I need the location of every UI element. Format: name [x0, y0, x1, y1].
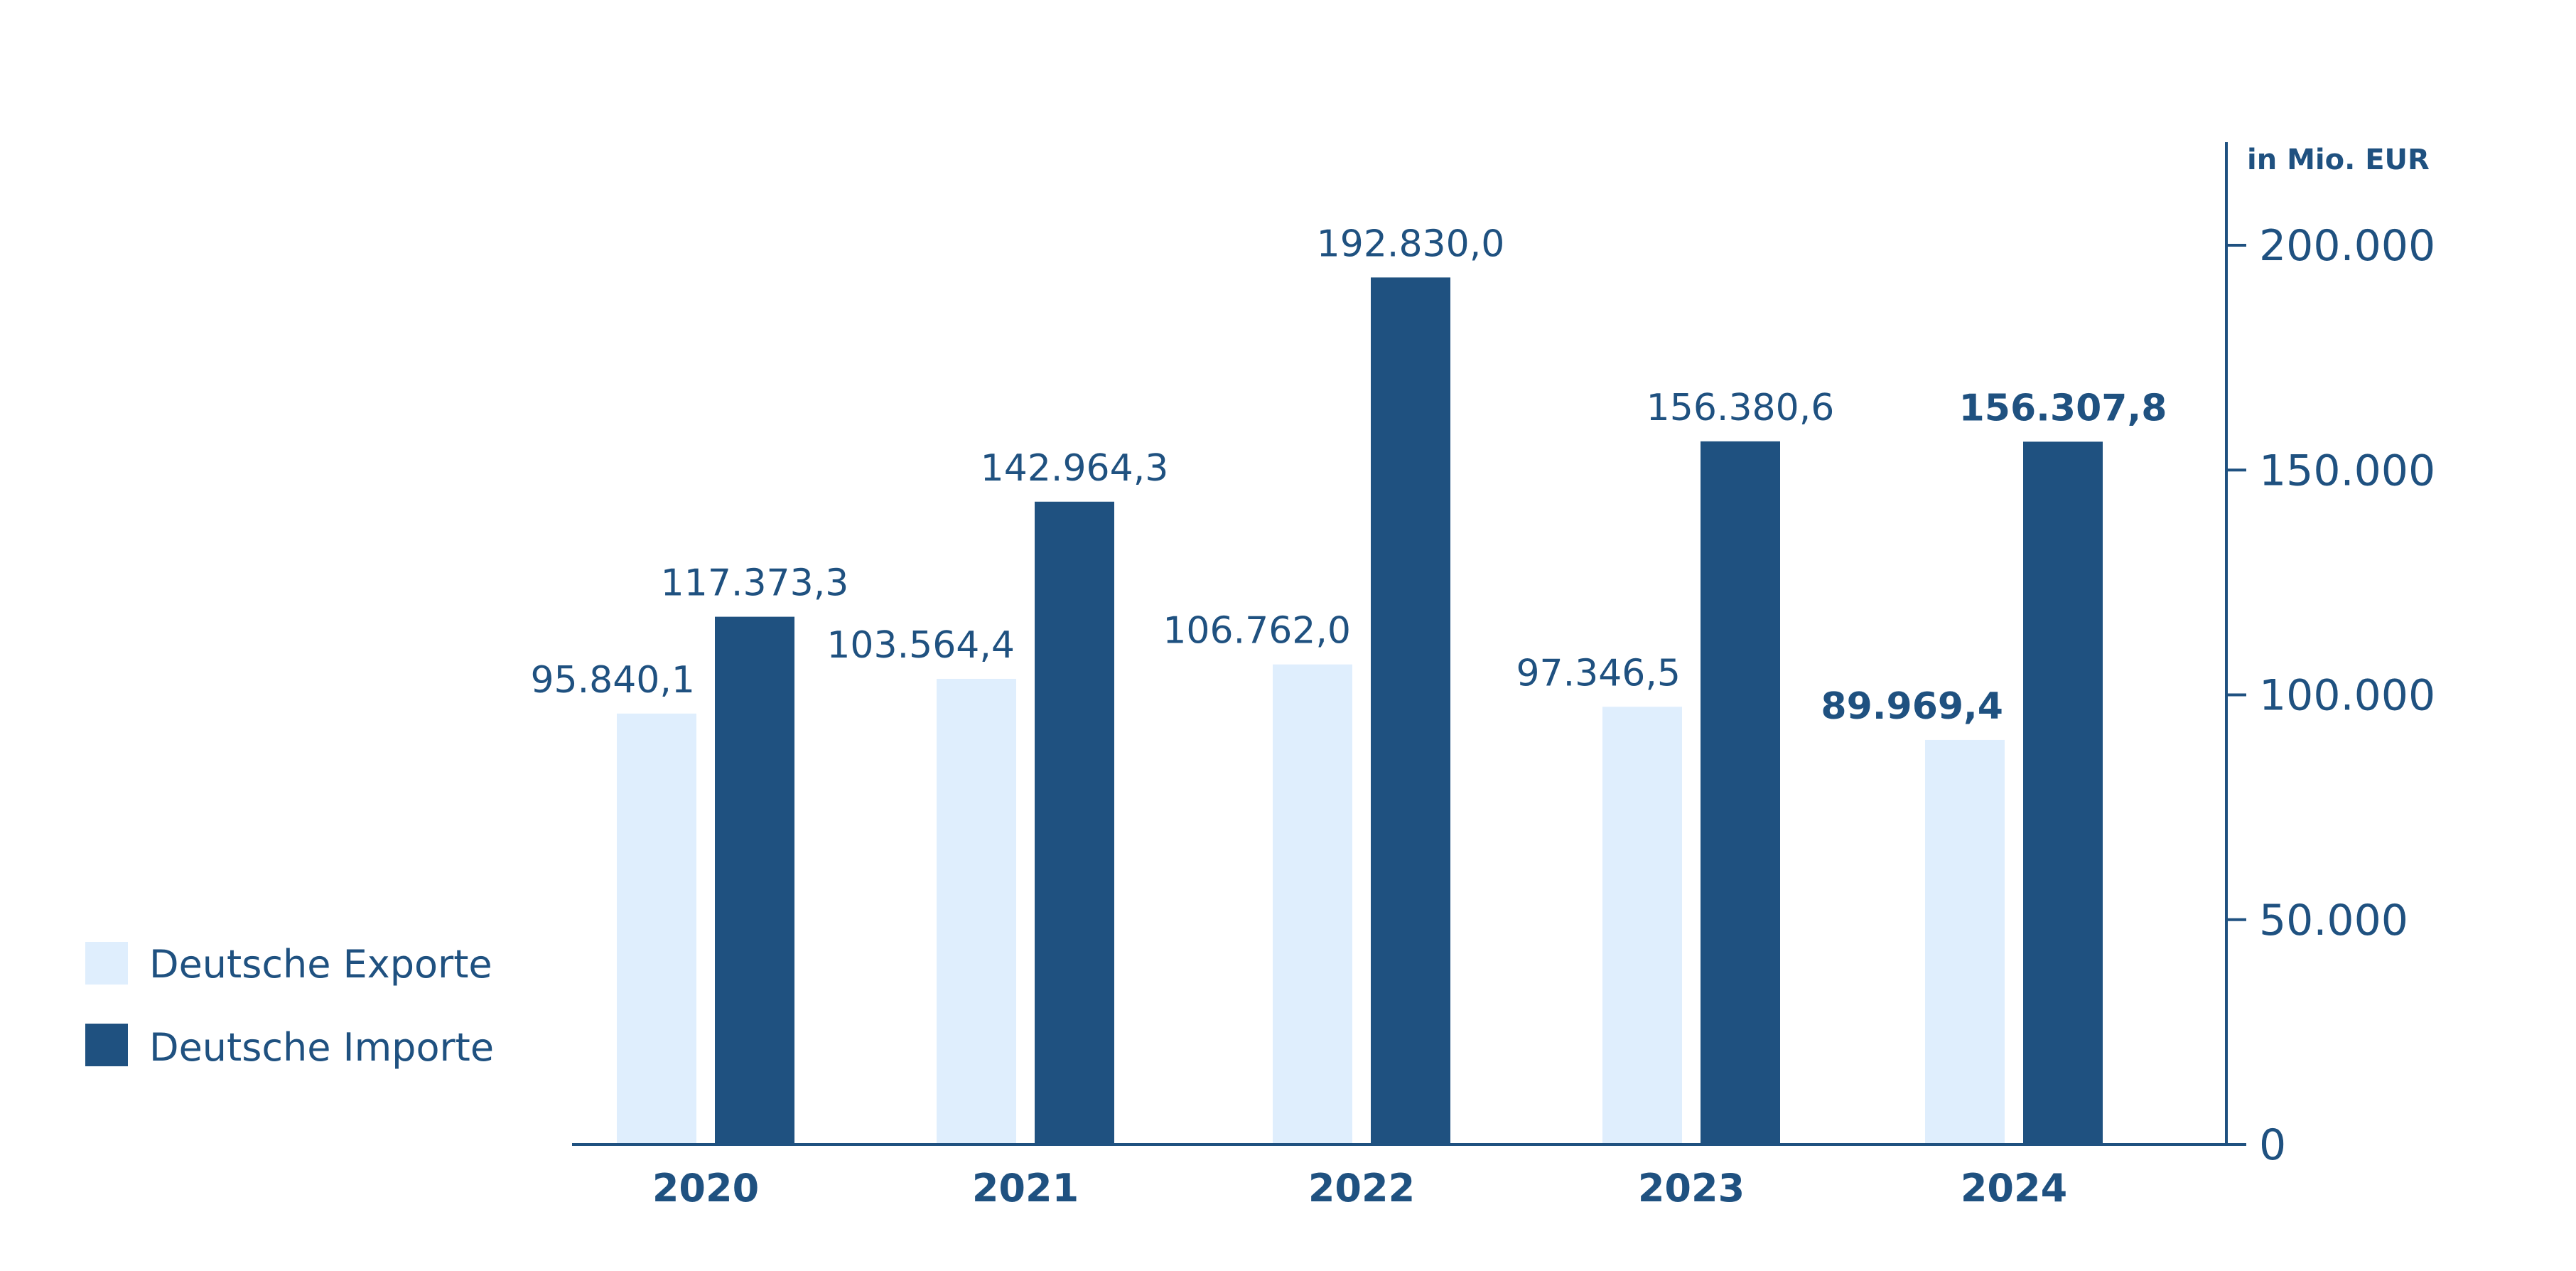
y-tick-label-200000: 200.000 [2259, 221, 2435, 271]
data-label-imports-2020: 117.373,3 [661, 562, 849, 605]
unit-label: in Mio. EUR [2247, 144, 2430, 176]
x-tick-label-2022: 2022 [1308, 1166, 1415, 1211]
bar-exports-2022 [1273, 664, 1352, 1144]
legend-swatch-imports [85, 1024, 128, 1066]
bar-imports-2022 [1371, 277, 1450, 1145]
bar-imports-2021 [1035, 501, 1114, 1144]
legend-label-exports: Deutsche Exporte [149, 942, 492, 987]
legend-label-imports: Deutsche Importe [149, 1025, 494, 1070]
data-label-exports-2021: 103.564,4 [826, 624, 1015, 667]
y-tick-label-50000: 50.000 [2259, 896, 2408, 945]
x-tick-label-2020: 2020 [652, 1166, 759, 1211]
data-label-exports-2024: 89.969,4 [1821, 685, 2003, 728]
bar-imports-2023 [1701, 441, 1780, 1144]
data-label-imports-2022: 192.830,0 [1317, 222, 1505, 265]
data-label-imports-2021: 142.964,3 [981, 447, 1169, 490]
y-tick-label-100000: 100.000 [2259, 671, 2435, 721]
x-tick-label-2024: 2024 [1961, 1166, 2067, 1211]
bar-imports-2020 [715, 616, 794, 1144]
legend-swatch-exports [85, 942, 128, 985]
bar-exports-2024 [1925, 739, 2005, 1144]
x-tick-label-2021: 2021 [972, 1166, 1079, 1211]
data-label-imports-2024: 156.307,8 [1959, 387, 2167, 429]
y-tick-label-150000: 150.000 [2259, 446, 2435, 495]
data-label-exports-2023: 97.346,5 [1516, 652, 1681, 695]
x-tick-label-2023: 2023 [1638, 1166, 1745, 1211]
legend: Deutsche Exporte Deutsche Importe [85, 942, 494, 1070]
plot-area: 95.840,1 117.373,3 2020 103.564,4 142.964,3 2… [530, 142, 2435, 1211]
bar-exports-2023 [1602, 707, 1682, 1144]
bar-exports-2020 [617, 713, 696, 1144]
bar-imports-2024 [2023, 441, 2103, 1144]
data-label-imports-2023: 156.380,6 [1647, 387, 1835, 429]
data-label-exports-2020: 95.840,1 [530, 659, 695, 702]
data-label-exports-2022: 106.762,0 [1163, 610, 1351, 653]
y-tick-label-0: 0 [2259, 1120, 2286, 1170]
bar-exports-2021 [937, 678, 1016, 1144]
